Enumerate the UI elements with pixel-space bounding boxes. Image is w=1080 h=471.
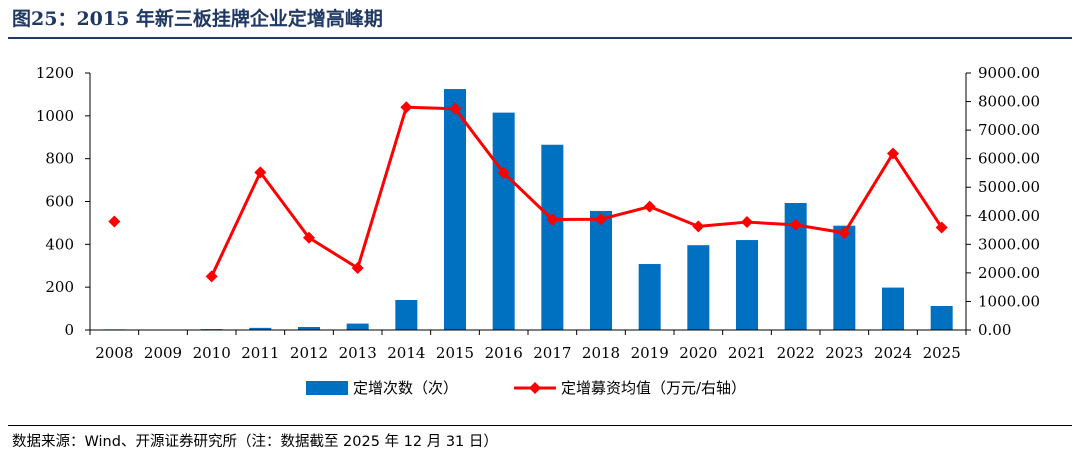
right-tick-label: 6000.00 [978,150,1040,168]
bar [541,144,564,330]
legend-line-marker [529,382,541,394]
x-tick-label: 2016 [485,344,523,362]
x-tick-label: 2008 [95,344,133,362]
line-point [351,262,364,275]
x-tick-label: 2021 [728,344,766,362]
chart-canvas: 0 200 400 600 800 1000 1200 0.00 1000.00 2000.00… [36,64,1040,397]
line-point [935,221,948,234]
bar [346,323,369,330]
line-point [643,200,656,213]
left-tick-label: 0 [64,321,74,339]
x-tick-label: 2012 [290,344,328,362]
x-tick-label: 2025 [923,344,961,362]
legend: 定增次数（次） 定增募资均值（万元/右轴） [306,379,746,397]
right-tick-label: 2000.00 [978,264,1040,282]
left-tick-label: 1200 [36,64,74,82]
bar [590,210,612,330]
left-tick-label: 400 [45,235,74,253]
legend-bar-swatch [306,381,348,395]
line-point [887,147,899,160]
line-point [400,101,413,114]
left-tick-label: 800 [45,150,74,168]
line-point [108,215,121,228]
legend-bar-label: 定增次数（次） [353,379,458,397]
left-axis: 0 200 400 600 800 1000 1200 [36,64,91,339]
bar [249,327,272,330]
bar [687,245,710,330]
bar-series [103,89,953,330]
bar [638,264,661,330]
line-point [497,166,510,179]
source-note: 数据来源：Wind、开源证券研究所（注：数据截至 2025 年 12 月 31 … [12,434,498,450]
right-axis: 0.00 1000.00 2000.00 3000.00 4000.00 5000.00 6… [965,64,1040,339]
x-tick-label: 2009 [144,344,182,362]
bar [298,327,320,330]
x-tick-label: 2020 [679,344,717,362]
x-tick-label: 2022 [777,344,815,362]
line-point [449,102,461,115]
line-point [789,218,802,231]
x-tick-label: 2015 [436,344,474,362]
bar [736,240,758,330]
x-tick-label: 2013 [339,344,377,362]
line-point [595,213,607,226]
left-tick-label: 1000 [36,107,74,125]
line-point [692,220,705,233]
right-tick-label: 4000.00 [978,207,1040,225]
left-tick-label: 600 [45,193,74,211]
right-tick-label: 0.00 [978,321,1011,339]
line-point [838,226,851,239]
x-tick-label: 2018 [582,344,620,362]
left-tick-label: 200 [45,278,74,296]
right-tick-label: 1000.00 [978,292,1040,310]
title-divider [8,37,1072,39]
right-tick-label: 7000.00 [978,121,1040,139]
bar [882,287,904,330]
bar [784,202,807,330]
x-tick-label: 2023 [825,344,863,362]
bar [444,89,466,330]
line-series [108,101,948,283]
x-tick-label: 2010 [193,344,231,362]
source-divider [8,425,1072,426]
line-point [546,213,559,226]
x-axis: 2008 2009 2010 2011 2012 2013 2014 2015 2016 2017… [89,329,967,362]
line-segment [210,105,943,277]
right-tick-label: 5000.00 [978,178,1040,196]
right-tick-label: 3000.00 [978,235,1040,253]
bar [930,306,953,330]
x-tick-label: 2019 [631,344,669,362]
line-point [205,270,218,283]
line-point [303,231,315,244]
bar [833,225,856,330]
legend-line-label: 定增募资均值（万元/右轴） [561,379,746,397]
bar [395,300,418,330]
x-tick-label: 2024 [874,344,912,362]
x-tick-label: 2011 [241,344,279,362]
x-tick-label: 2014 [387,344,425,362]
line-point [741,216,753,229]
x-tick-label: 2017 [533,344,571,362]
line-point [254,166,267,179]
bar [492,112,515,330]
right-tick-label: 8000.00 [978,93,1040,111]
right-tick-label: 9000.00 [978,64,1040,82]
chart-title: 图25：2015 年新三板挂牌企业定增高峰期 [12,8,383,30]
